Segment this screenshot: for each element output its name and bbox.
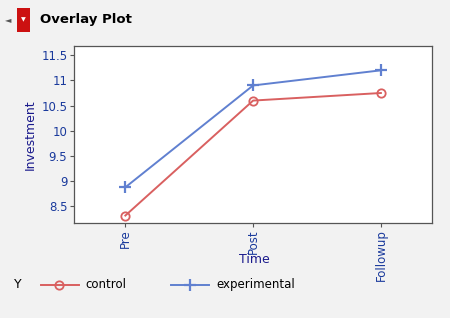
Text: Time: Time [239, 253, 270, 266]
Text: experimental: experimental [216, 278, 295, 291]
Y-axis label: Investment: Investment [24, 99, 37, 170]
Text: Y: Y [14, 278, 21, 291]
Text: Overlay Plot: Overlay Plot [40, 13, 132, 26]
Text: ◄: ◄ [5, 15, 11, 24]
Bar [17, 8, 30, 32]
Text: ▼: ▼ [21, 17, 26, 22]
Text: control: control [86, 278, 126, 291]
